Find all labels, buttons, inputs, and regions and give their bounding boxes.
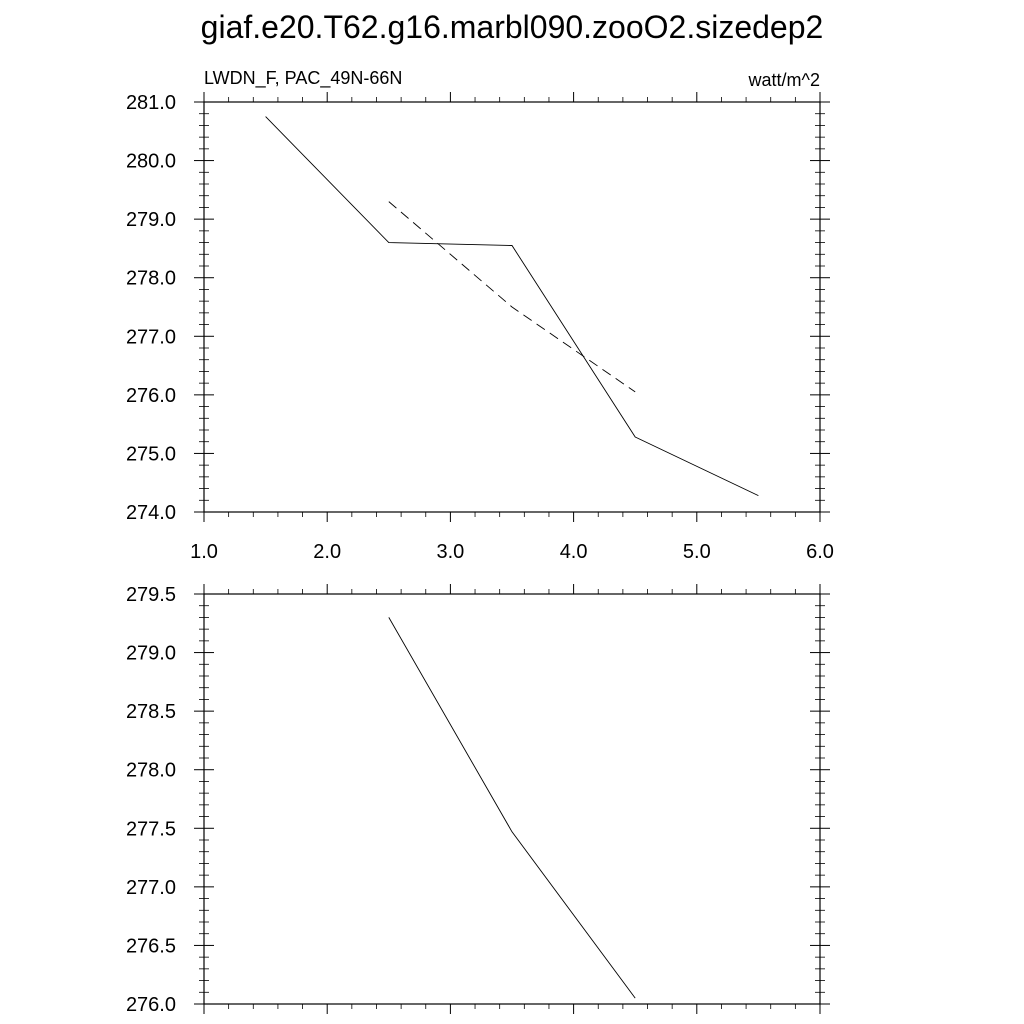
top-y-tick-label: 280.0 — [126, 151, 176, 173]
top-x-tick-label: 1.0 — [190, 541, 218, 563]
top-x-tick-label: 4.0 — [560, 541, 588, 563]
top-x-tick-label: 6.0 — [806, 541, 834, 563]
top-panel-left-label: LWDN_F, PAC_49N-66N — [204, 68, 402, 89]
bottom-plot-frame — [203, 593, 821, 1005]
top-x-tick-label: 2.0 — [313, 541, 341, 563]
top-x-tick-label: 5.0 — [683, 541, 711, 563]
bottom-panel: 276.0 276.5 277.0 277.5 278.0 278.5 279.0 279.5 — [126, 584, 830, 1016]
bottom-y-tick-label: 279.5 — [126, 584, 176, 606]
top-x-tick-label: 3.0 — [436, 541, 464, 563]
top-panel-unit-label: watt/m^2 — [748, 70, 820, 90]
top-y-tick-label: 281.0 — [126, 92, 176, 114]
bottom-y-tick-label: 278.5 — [126, 701, 176, 723]
bottom-series-1-line — [388, 617, 636, 999]
top-y-tick-label: 276.0 — [126, 385, 176, 407]
top-series-2-line — [388, 201, 636, 393]
top-panel: LWDN_F, PAC_49N-66N watt/m^2 1.0 2.0 3.0 4.… — [126, 68, 834, 563]
bottom-y-tick-label: 276.5 — [126, 935, 176, 957]
top-y-tick-label: 275.0 — [126, 443, 176, 465]
bottom-y-tick-label: 279.0 — [126, 643, 176, 665]
top-series-1-line — [265, 116, 759, 497]
bottom-y-tick-label: 278.0 — [126, 760, 176, 782]
top-plot-frame — [203, 101, 821, 513]
bottom-y-tick-label: 277.0 — [126, 877, 176, 899]
figure-title: giaf.e20.T62.g16.marbl090.zooO2.sizedep2 — [201, 9, 824, 45]
bottom-y-tick-label: 277.5 — [126, 818, 176, 840]
top-y-tick-label: 279.0 — [126, 209, 176, 231]
top-y-tick-label: 278.0 — [126, 268, 176, 290]
bottom-y-tick-label: 276.0 — [126, 994, 176, 1016]
top-y-tick-label: 277.0 — [126, 326, 176, 348]
top-y-tick-label: 274.0 — [126, 502, 176, 524]
